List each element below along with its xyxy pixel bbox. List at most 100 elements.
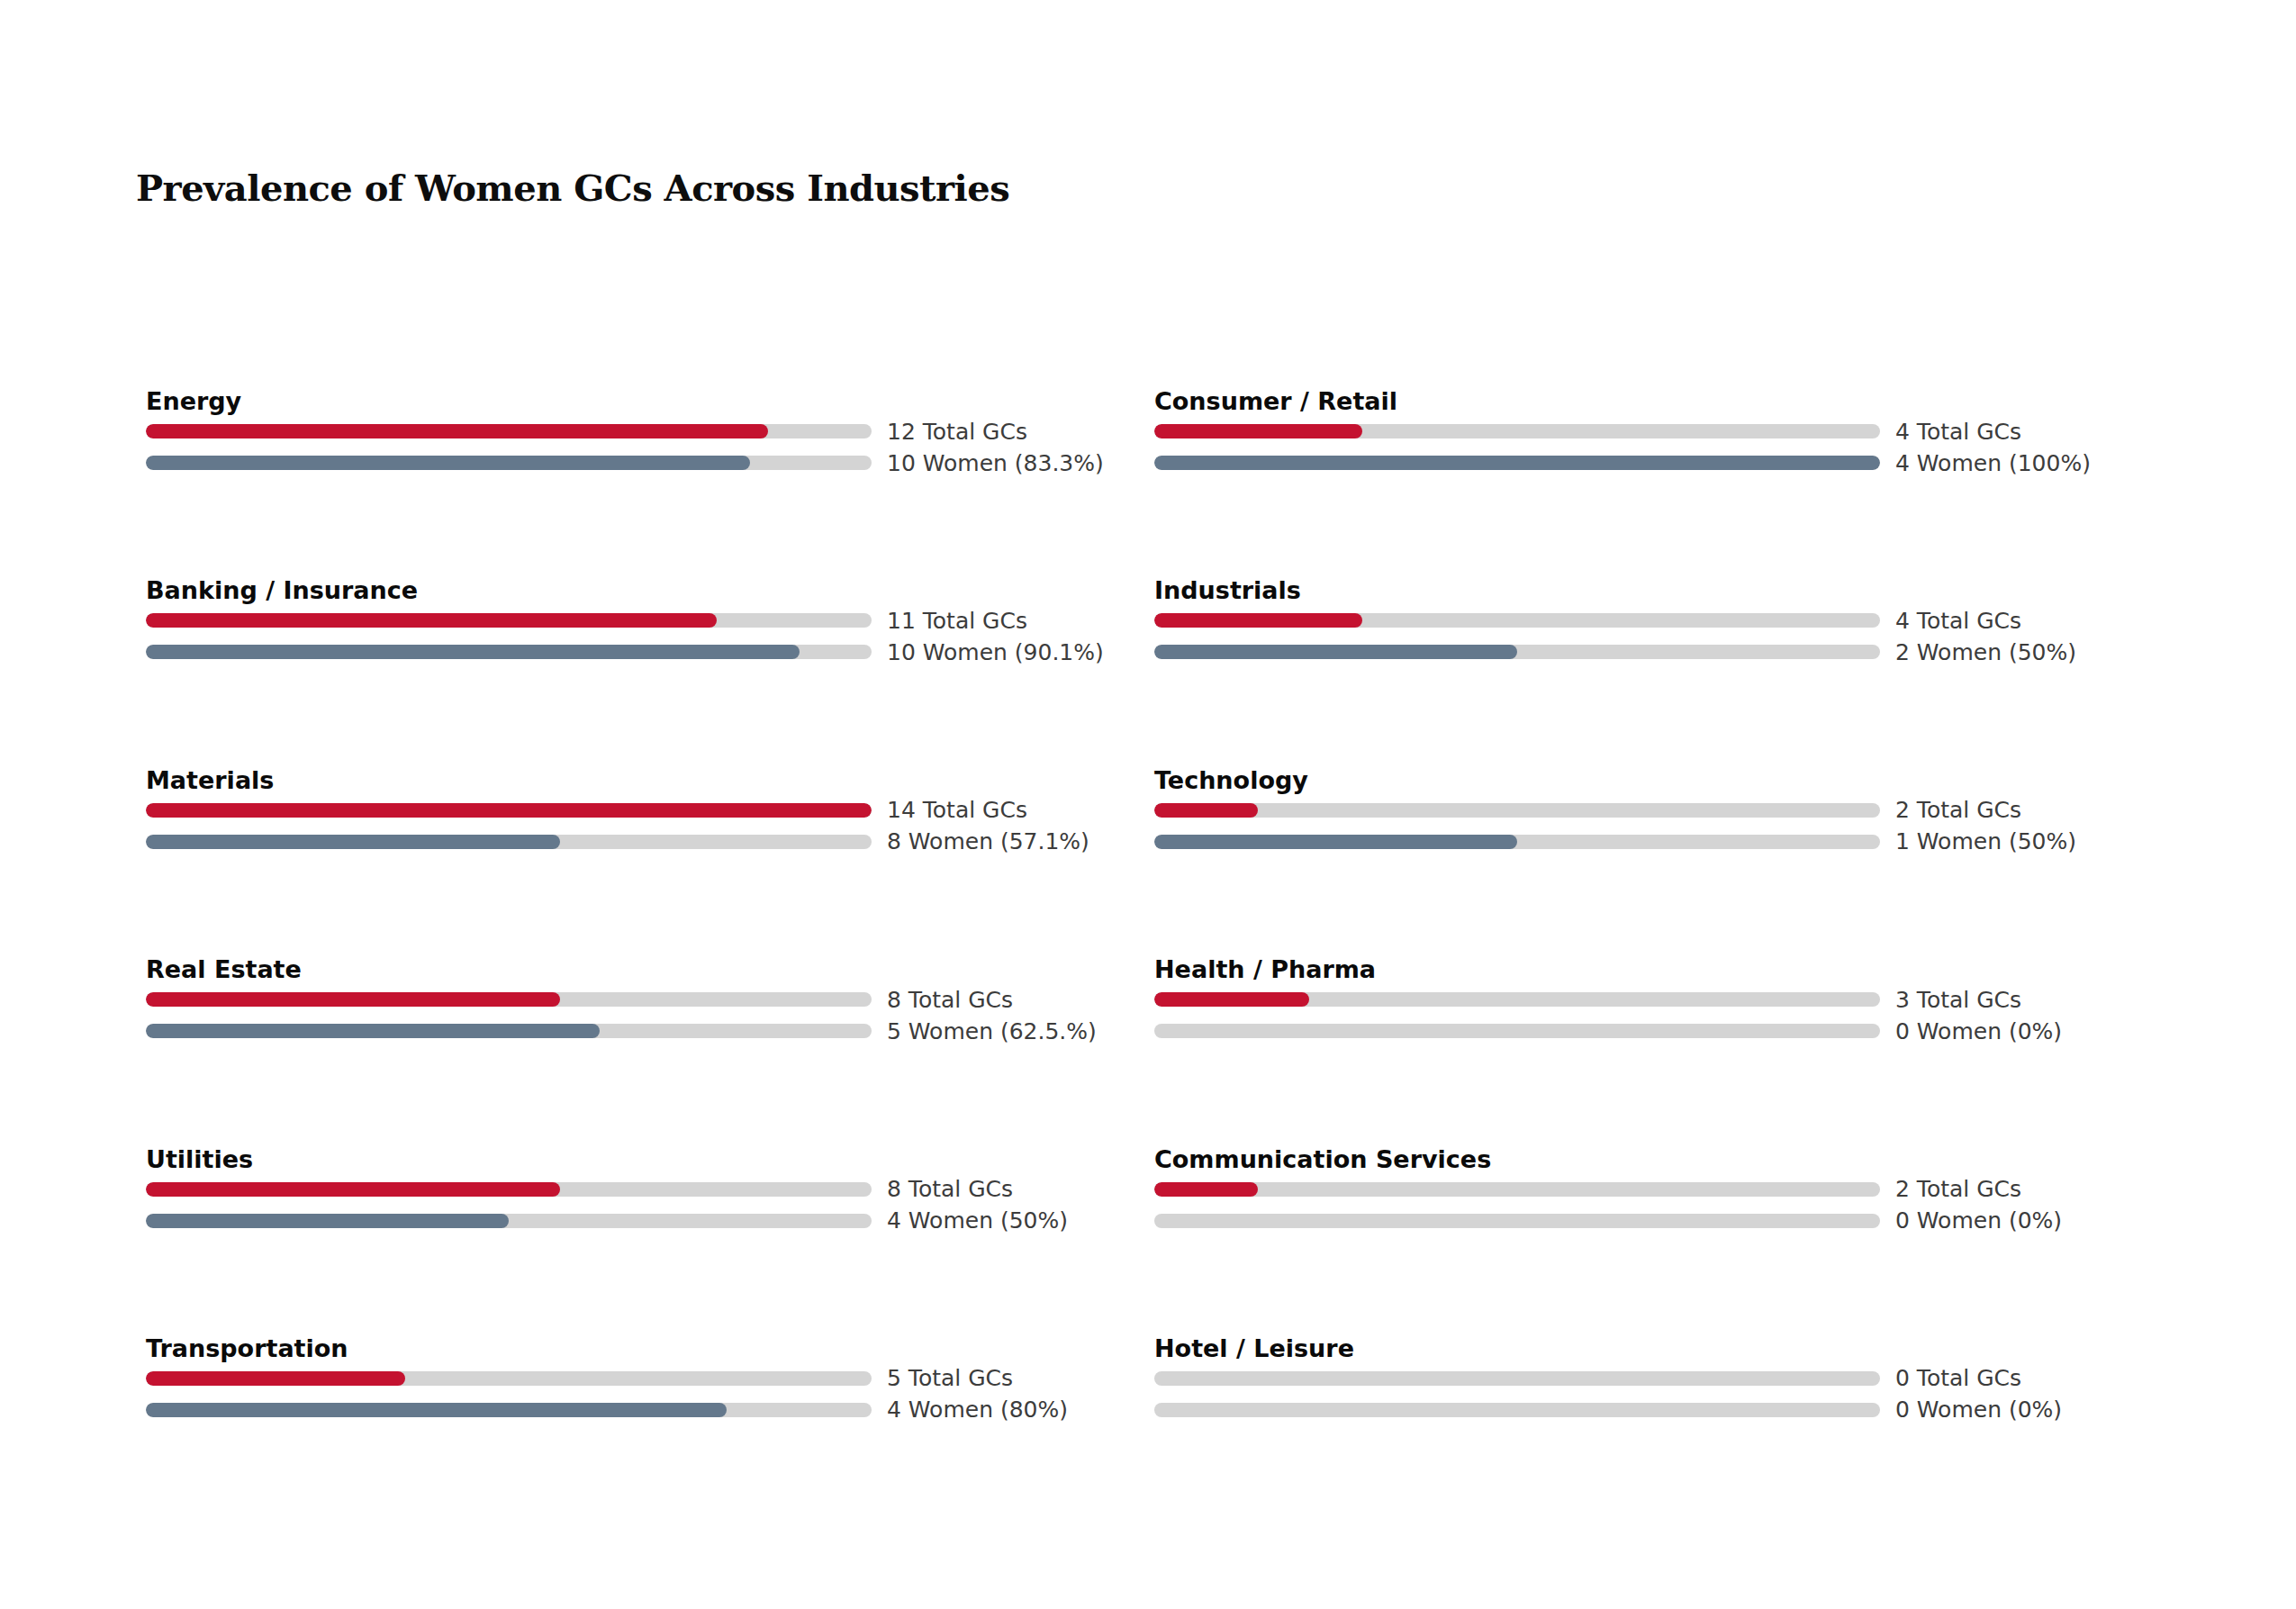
women-value-label: 0 Women (0%)	[1895, 1398, 2062, 1421]
total-gcs-bar-fill	[146, 1371, 405, 1386]
total-gcs-bar-fill	[146, 803, 872, 818]
industry-label: Communication Services	[1154, 1145, 2163, 1174]
women-bar-track	[1154, 1214, 1880, 1228]
total-gcs-bar-track	[1154, 1371, 1880, 1386]
women-value-label: 0 Women (0%)	[1895, 1209, 2062, 1232]
women-bar-fill	[1154, 456, 1880, 470]
women-bar-track	[146, 1024, 872, 1038]
women-bar-row: 4 Women (100%)	[1154, 456, 2163, 470]
total-gcs-bar-row: 0 Total GCs	[1154, 1371, 2163, 1386]
industry-group-transportation: Transportation 5 Total GCs 4 Women (80%)	[146, 1334, 1154, 1523]
women-bar-fill	[146, 835, 560, 849]
total-gcs-bar-row: 3 Total GCs	[1154, 992, 2163, 1007]
women-value-label: 4 Women (100%)	[1895, 452, 2091, 475]
women-value-label: 2 Women (50%)	[1895, 641, 2076, 664]
women-value-label: 8 Women (57.1%)	[887, 830, 1089, 853]
women-bar-track	[1154, 456, 1880, 470]
women-bar-track	[146, 835, 872, 849]
women-value-label: 4 Women (50%)	[887, 1209, 1068, 1232]
women-bar-track	[146, 1214, 872, 1228]
total-gcs-value-label: 5 Total GCs	[887, 1367, 1013, 1389]
women-bar-row: 4 Women (50%)	[146, 1214, 1154, 1228]
women-bar-track	[1154, 1024, 1880, 1038]
women-bar-track	[1154, 645, 1880, 659]
women-bar-row: 0 Women (0%)	[1154, 1403, 2163, 1417]
total-gcs-bar-row: 5 Total GCs	[146, 1371, 1154, 1386]
industry-label: Materials	[146, 766, 1154, 795]
women-value-label: 0 Women (0%)	[1895, 1020, 2062, 1043]
total-gcs-bar-track	[146, 424, 872, 438]
total-gcs-bar-track	[146, 992, 872, 1007]
industry-group-technology: Technology 2 Total GCs 1 Women (50%)	[1154, 766, 2163, 955]
total-gcs-value-label: 14 Total GCs	[887, 799, 1027, 821]
total-gcs-value-label: 2 Total GCs	[1895, 799, 2021, 821]
total-gcs-bar-row: 12 Total GCs	[146, 424, 1154, 438]
total-gcs-bar-fill	[146, 613, 717, 628]
total-gcs-bar-row: 2 Total GCs	[1154, 803, 2163, 818]
women-value-label: 5 Women (62.5.%)	[887, 1020, 1097, 1043]
total-gcs-value-label: 3 Total GCs	[1895, 989, 2021, 1011]
industry-group-industrials: Industrials 4 Total GCs 2 Women (50%)	[1154, 576, 2163, 765]
women-bar-row: 1 Women (50%)	[1154, 835, 2163, 849]
total-gcs-bar-track	[146, 803, 872, 818]
industry-label: Industrials	[1154, 576, 2163, 605]
women-bar-track	[146, 456, 872, 470]
total-gcs-bar-fill	[1154, 613, 1362, 628]
industry-group-materials: Materials 14 Total GCs 8 Women (57.1%)	[146, 766, 1154, 955]
industry-label: Real Estate	[146, 955, 1154, 984]
total-gcs-value-label: 8 Total GCs	[887, 1178, 1013, 1200]
total-gcs-bar-track	[1154, 613, 1880, 628]
chart-title: Prevalence of Women GCs Across Industrie…	[136, 167, 1009, 209]
women-value-label: 10 Women (83.3%)	[887, 452, 1104, 475]
industry-label: Hotel / Leisure	[1154, 1334, 2163, 1363]
total-gcs-bar-track	[1154, 803, 1880, 818]
total-gcs-value-label: 12 Total GCs	[887, 420, 1027, 443]
total-gcs-bar-row: 14 Total GCs	[146, 803, 1154, 818]
women-bar-row: 4 Women (80%)	[146, 1403, 1154, 1417]
industry-label: Energy	[146, 387, 1154, 416]
women-bar-track	[146, 1403, 872, 1417]
industry-group-energy: Energy 12 Total GCs 10 Women (83.3%)	[146, 387, 1154, 576]
total-gcs-bar-track	[1154, 1182, 1880, 1197]
women-bar-row: 8 Women (57.1%)	[146, 835, 1154, 849]
total-gcs-bar-row: 4 Total GCs	[1154, 424, 2163, 438]
total-gcs-bar-row: 8 Total GCs	[146, 992, 1154, 1007]
women-bar-fill	[146, 1403, 727, 1417]
industry-label: Technology	[1154, 766, 2163, 795]
women-bar-track	[1154, 835, 1880, 849]
industry-group-health-pharma: Health / Pharma 3 Total GCs 0 Women (0%)	[1154, 955, 2163, 1144]
women-bar-fill	[146, 456, 750, 470]
industry-group-utilities: Utilities 8 Total GCs 4 Women (50%)	[146, 1145, 1154, 1334]
total-gcs-bar-fill	[1154, 992, 1309, 1007]
industry-label: Utilities	[146, 1145, 1154, 1174]
women-bar-fill	[146, 1024, 600, 1038]
total-gcs-bar-fill	[1154, 1182, 1258, 1197]
total-gcs-bar-track	[146, 1182, 872, 1197]
total-gcs-bar-track	[146, 1371, 872, 1386]
total-gcs-bar-track	[1154, 424, 1880, 438]
total-gcs-bar-fill	[1154, 803, 1258, 818]
total-gcs-bar-track	[146, 613, 872, 628]
women-bar-track	[1154, 1403, 1880, 1417]
industry-group-banking-insurance: Banking / Insurance 11 Total GCs 10 Wome…	[146, 576, 1154, 765]
total-gcs-bar-row: 11 Total GCs	[146, 613, 1154, 628]
industry-label: Health / Pharma	[1154, 955, 2163, 984]
industry-group-consumer-retail: Consumer / Retail 4 Total GCs 4 Women (1…	[1154, 387, 2163, 576]
total-gcs-value-label: 4 Total GCs	[1895, 420, 2021, 443]
women-bar-row: 2 Women (50%)	[1154, 645, 2163, 659]
women-value-label: 1 Women (50%)	[1895, 830, 2076, 853]
women-value-label: 4 Women (80%)	[887, 1398, 1068, 1421]
total-gcs-value-label: 11 Total GCs	[887, 610, 1027, 632]
total-gcs-bar-fill	[1154, 424, 1362, 438]
women-bar-row: 0 Women (0%)	[1154, 1214, 2163, 1228]
industry-label: Consumer / Retail	[1154, 387, 2163, 416]
industry-group-real-estate: Real Estate 8 Total GCs 5 Women (62.5.%)	[146, 955, 1154, 1144]
total-gcs-bar-row: 2 Total GCs	[1154, 1182, 2163, 1197]
total-gcs-value-label: 4 Total GCs	[1895, 610, 2021, 632]
total-gcs-value-label: 0 Total GCs	[1895, 1367, 2021, 1389]
women-bar-fill	[1154, 645, 1517, 659]
women-value-label: 10 Women (90.1%)	[887, 641, 1104, 664]
women-bar-fill	[146, 645, 800, 659]
women-bar-row: 5 Women (62.5.%)	[146, 1024, 1154, 1038]
total-gcs-bar-fill	[146, 992, 560, 1007]
